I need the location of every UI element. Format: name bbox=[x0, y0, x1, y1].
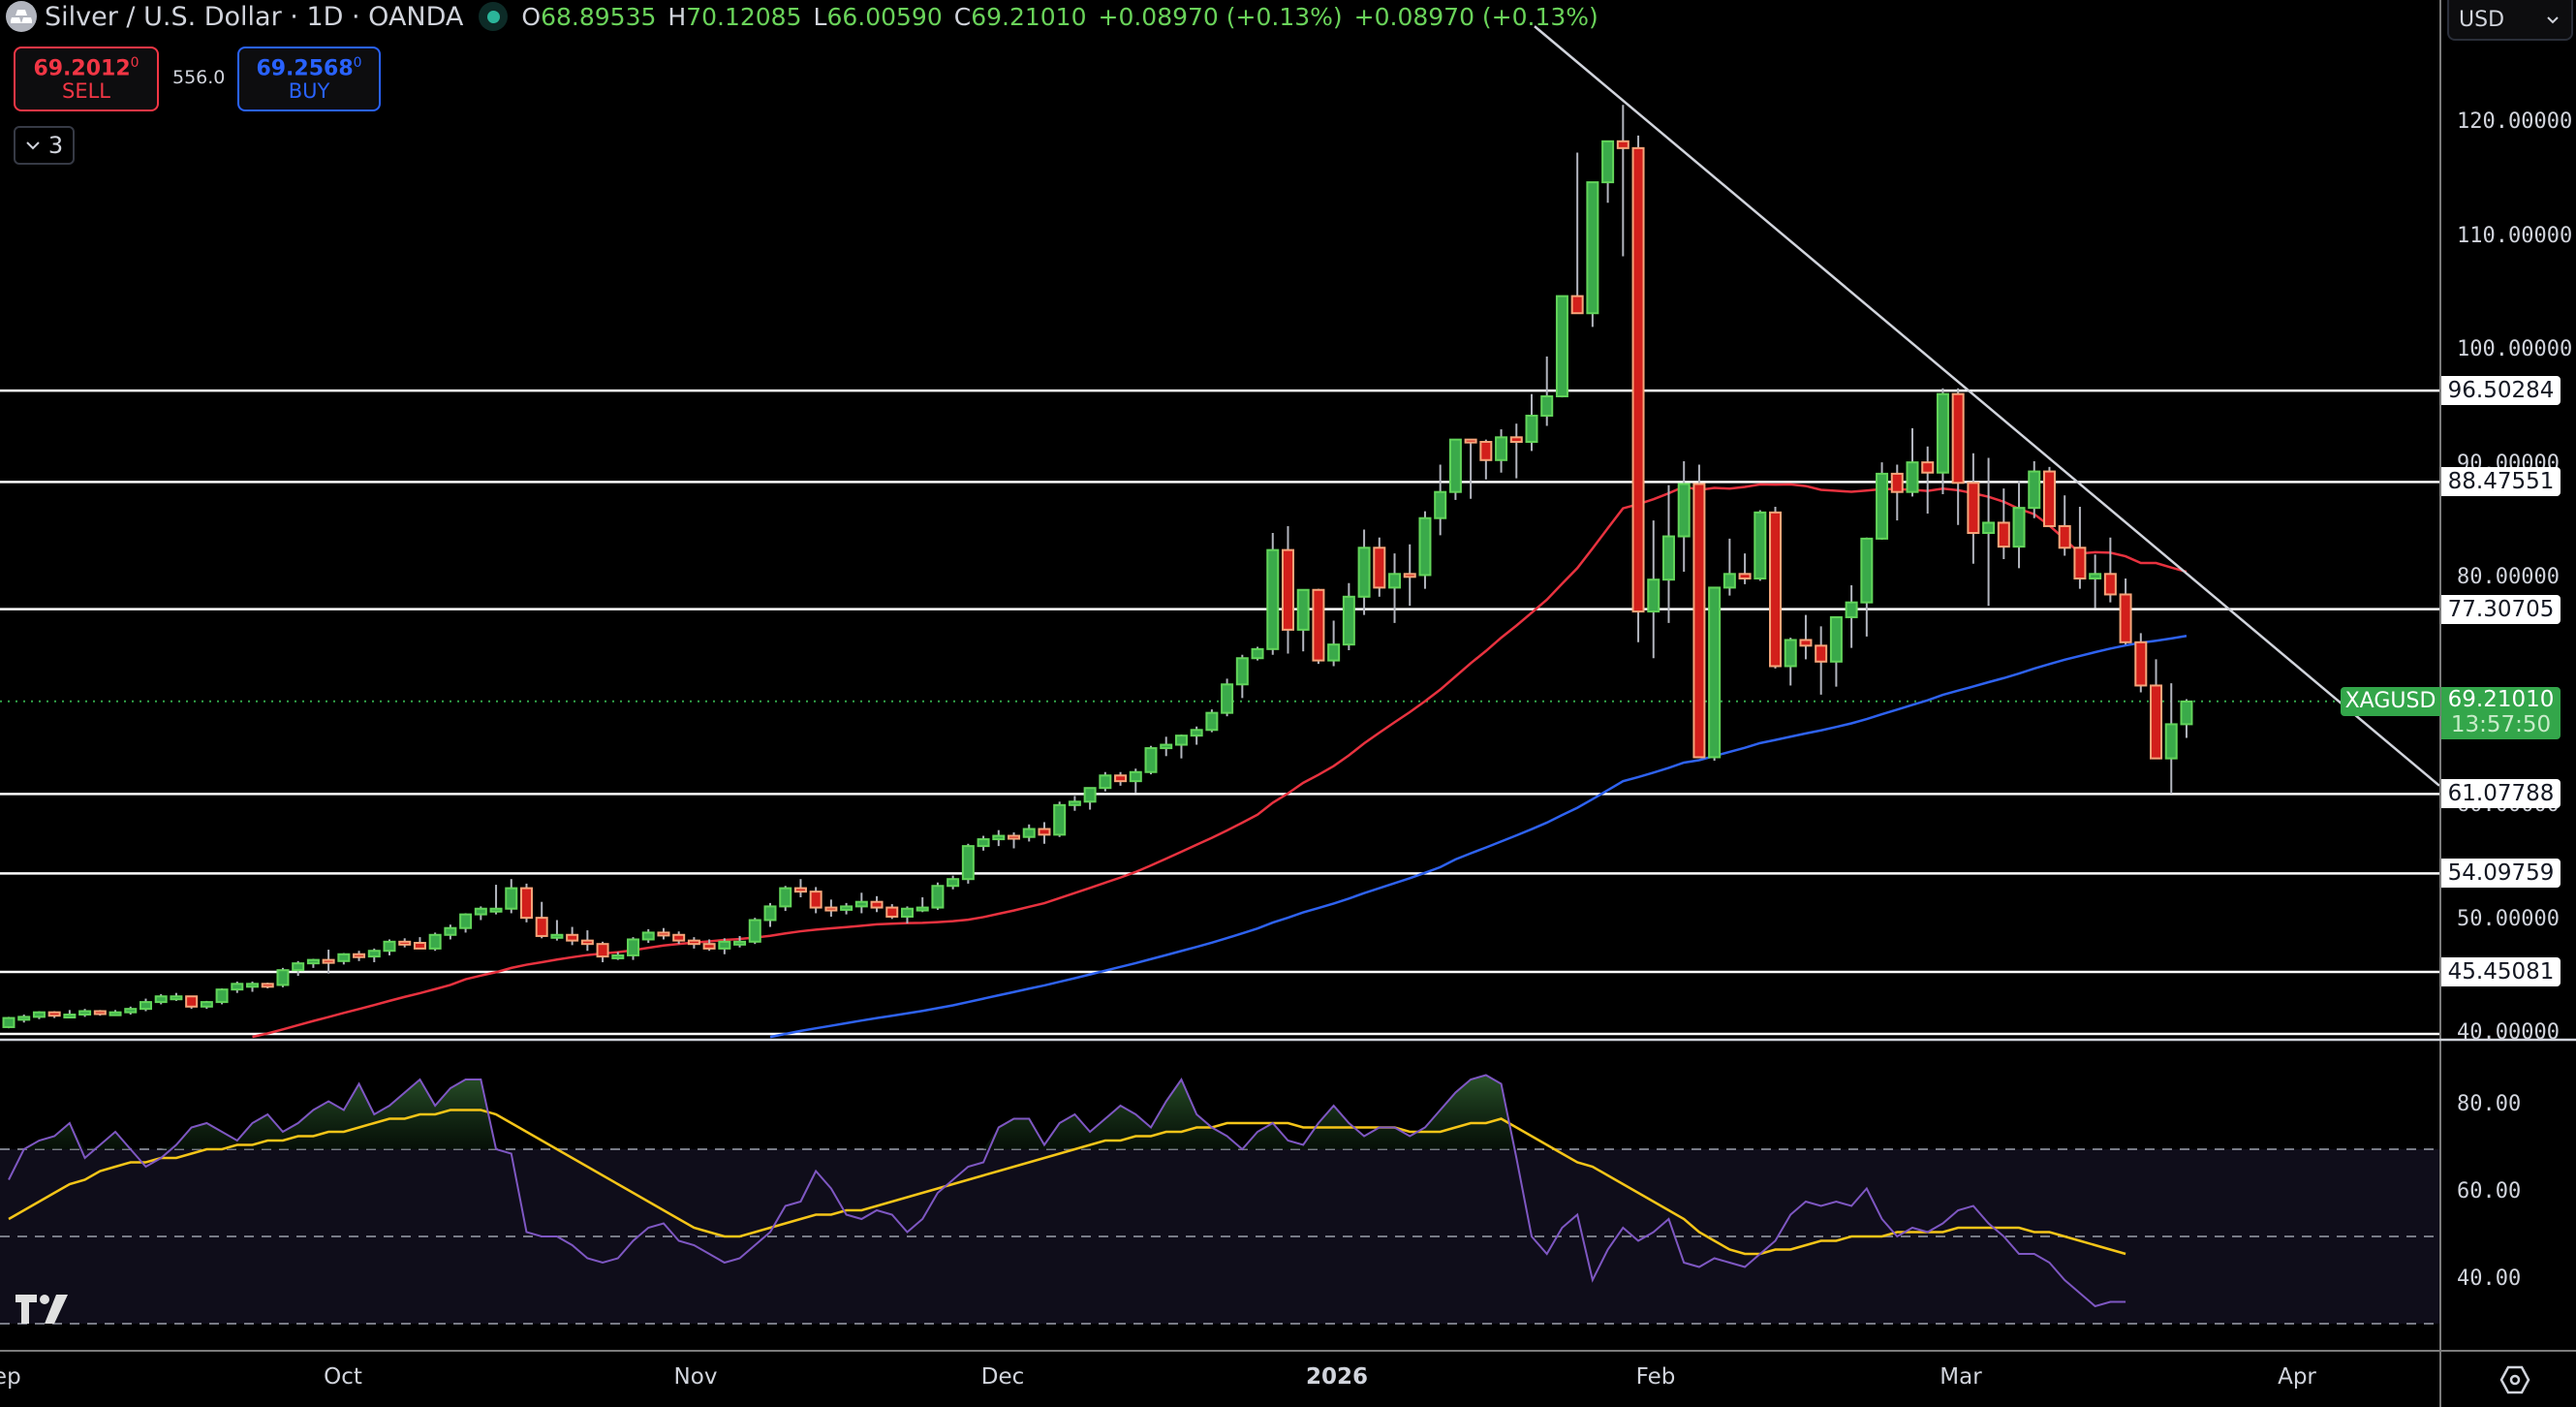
tradingview-logo-icon[interactable] bbox=[14, 1289, 76, 1328]
ohlc-high: H70.12085 bbox=[667, 2, 802, 31]
silver-bars-icon bbox=[6, 1, 37, 32]
symbol-legend[interactable]: Silver / U.S. Dollar · 1D · OANDA O68.89… bbox=[6, 0, 1598, 33]
chevron-down-icon bbox=[26, 141, 40, 150]
spread-value: 556.0 bbox=[172, 67, 226, 88]
level-price-tag: 45.45081 bbox=[2441, 956, 2560, 986]
ma-fast-line bbox=[252, 483, 2188, 1039]
time-tick: Apr bbox=[2278, 1364, 2316, 1390]
sell-label: SELL bbox=[62, 78, 110, 103]
rsi-tick: 40.00 bbox=[2457, 1266, 2522, 1291]
level-price-tag: 96.50284 bbox=[2441, 376, 2560, 406]
last-price-tag: 69.21010 13:57:50 bbox=[2441, 686, 2560, 739]
rsi-tick: 60.00 bbox=[2457, 1179, 2522, 1204]
level-price-tag: 77.30705 bbox=[2441, 594, 2560, 624]
indicators-toggle-button[interactable]: 3 bbox=[14, 126, 75, 165]
symbol-title[interactable]: Silver / U.S. Dollar · 1D · OANDA bbox=[45, 1, 464, 32]
candlestick-series bbox=[2, 105, 2193, 1029]
trendline[interactable] bbox=[1534, 25, 2440, 787]
time-tick: Oct bbox=[324, 1364, 362, 1390]
rsi-overbought-fill bbox=[9, 1075, 2126, 1149]
horizontal-levels[interactable] bbox=[0, 389, 2439, 1036]
ma-slow-line bbox=[769, 634, 2188, 1039]
time-tick: Nov bbox=[673, 1364, 718, 1390]
currency-value: USD bbox=[2459, 7, 2505, 32]
buy-price: 69.25680 bbox=[256, 55, 362, 81]
price-tick: 80.00000 bbox=[2457, 565, 2560, 589]
settings-gear-icon[interactable] bbox=[2496, 1360, 2534, 1399]
chevron-down-icon bbox=[2547, 16, 2559, 23]
ohlc-close: C69.21010 bbox=[953, 2, 1087, 31]
price-tick: 110.00000 bbox=[2457, 223, 2573, 248]
rsi-band-background bbox=[0, 1149, 2439, 1324]
time-tick: 2026 bbox=[1305, 1364, 1369, 1390]
ohlc-low: L66.00590 bbox=[813, 2, 943, 31]
price-tick: 100.00000 bbox=[2457, 337, 2573, 361]
sell-button[interactable]: 69.20120 SELL bbox=[14, 47, 159, 111]
time-tick: Mar bbox=[1940, 1364, 1982, 1390]
price-tick: 50.00000 bbox=[2457, 906, 2560, 931]
price-tick: 40.00000 bbox=[2457, 1020, 2560, 1045]
rsi-line bbox=[8, 1074, 2126, 1308]
buy-label: BUY bbox=[288, 78, 330, 103]
level-price-tag: 61.07788 bbox=[2441, 779, 2560, 809]
indicator-count: 3 bbox=[47, 132, 64, 159]
symbol-price-tag: XAGUSD bbox=[2341, 686, 2440, 716]
ohlc-values: O68.89535 H70.12085 L66.00590 C69.21010 … bbox=[521, 3, 1598, 31]
level-price-tag: 54.09759 bbox=[2441, 859, 2560, 889]
ohlc-change: +0.08970 (+0.13%) bbox=[1098, 2, 1343, 31]
time-tick: Sep bbox=[0, 1364, 21, 1390]
sell-price: 69.20120 bbox=[33, 55, 140, 81]
last-price-value: 69.21010 bbox=[2447, 687, 2555, 713]
currency-select[interactable]: USD bbox=[2447, 0, 2573, 41]
level-price-tag: 88.47551 bbox=[2441, 467, 2560, 497]
rsi-tick: 80.00 bbox=[2457, 1092, 2522, 1116]
ohlc-open: O68.89535 bbox=[521, 2, 657, 31]
time-tick: Feb bbox=[1635, 1364, 1676, 1390]
time-tick: Dec bbox=[980, 1364, 1025, 1390]
price-tick: 120.00000 bbox=[2457, 109, 2573, 134]
buy-button[interactable]: 69.25680 BUY bbox=[237, 47, 381, 111]
ohlc-change-2: +0.08970 (+0.13%) bbox=[1353, 2, 1598, 31]
bar-countdown: 13:57:50 bbox=[2450, 711, 2552, 737]
market-open-dot-icon bbox=[479, 2, 509, 31]
rsi-ma-line bbox=[8, 1109, 2126, 1256]
